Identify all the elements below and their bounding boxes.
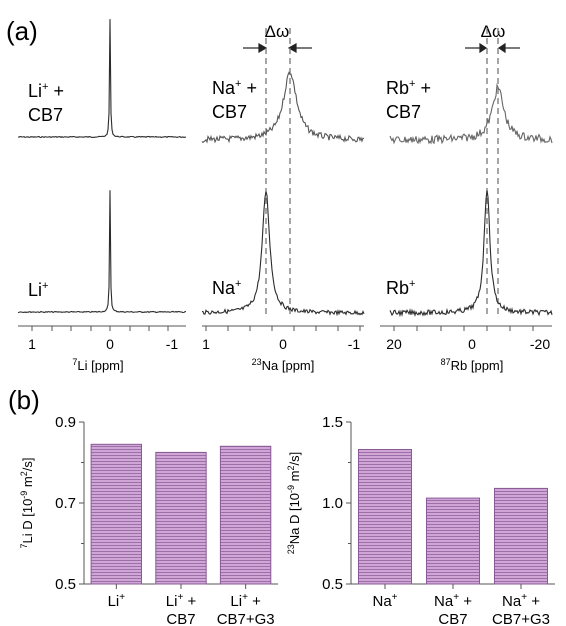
trace-rb (389, 190, 553, 318)
label-li-cb7-line1: Li+ + (28, 81, 64, 101)
tick-li-m1: -1 (166, 336, 179, 352)
na-bar-2 (494, 487, 548, 585)
na-category-label-0: Na+ (372, 592, 397, 610)
li-bar-2 (219, 445, 272, 585)
li-ytick-label: 0.5 (55, 576, 76, 593)
na-ytick-label: 0.5 (322, 576, 343, 593)
li-category-label-1: Li+ + (166, 592, 197, 610)
trace-li-cb7 (17, 19, 187, 139)
label-li: Li+ (28, 280, 48, 300)
tick-rb-m20: -20 (530, 336, 550, 352)
trace-na (201, 191, 365, 317)
tick-rb-0: 0 (468, 336, 476, 352)
delta-omega-arrows-rb (465, 42, 520, 54)
tick-rb-20: 20 (386, 336, 402, 352)
panel-b-label: (b) (8, 385, 40, 415)
xlabel-rb: 87Rb [ppm] (441, 357, 504, 373)
label-rb-cb7-line2: CB7 (386, 102, 421, 122)
na-ytick-label: 1.5 (322, 414, 343, 431)
spectrum-axis-li (18, 325, 186, 331)
na-ytick-label: 1.0 (322, 495, 343, 512)
tick-na-m1: -1 (348, 336, 361, 352)
li-ytick-label: 0.7 (55, 495, 76, 512)
trace-na-cb7 (201, 71, 365, 144)
dashed-guides (265, 28, 499, 318)
label-rb-cb7-line1: Rb+ + (386, 78, 431, 98)
li-category-label-1-line2: CB7 (166, 611, 195, 626)
na-category-label-1-line2: CB7 (438, 611, 467, 626)
xlabel-na: 23Na [ppm] (252, 357, 315, 373)
delta-omega-arrows-na (243, 42, 312, 54)
li-category-label-2: Li+ + (230, 592, 261, 610)
na-ylabel: 23Na D [10-9 m2/s] (286, 452, 302, 555)
delta-omega-label-rb: Δω (481, 22, 506, 41)
trace-rb-cb7 (389, 82, 553, 145)
na-bar-1 (426, 497, 480, 585)
na-bar-0 (358, 449, 412, 585)
na-category-label-2-line2: CB7+G3 (492, 611, 550, 626)
tick-na-1: 1 (202, 336, 210, 352)
li-category-label-0: Li+ (108, 592, 126, 610)
label-rb: Rb+ (386, 278, 415, 298)
li-category-label-2-line2: CB7+G3 (217, 611, 275, 626)
label-li-cb7-line2: CB7 (28, 105, 63, 125)
li-bar-1 (155, 451, 207, 585)
li-ytick-label: 0.9 (55, 414, 76, 431)
spectrum-axis-rb (380, 325, 552, 331)
traces (17, 19, 553, 318)
panel-a-label: (a) (6, 16, 38, 46)
li-bar-0 (90, 443, 142, 585)
tick-li-1: 1 (28, 336, 36, 352)
label-na-cb7-line2: CB7 (212, 102, 247, 122)
label-na: Na+ (212, 278, 241, 298)
na-category-label-2: Na+ + (502, 592, 540, 610)
tick-na-0: 0 (279, 336, 287, 352)
spectrum-axis-na (202, 325, 364, 331)
spectra-panel: Δω Δω L (17, 19, 553, 373)
tick-li-0: 0 (106, 336, 114, 352)
li-ylabel: 7Li D [10-9 m2/s] (19, 457, 35, 548)
na-category-label-1: Na+ + (434, 592, 472, 610)
xlabel-li: 7Li [ppm] (72, 357, 123, 373)
delta-omega-label-na: Δω (265, 22, 290, 41)
trace-li (17, 190, 187, 314)
label-na-cb7-line1: Na+ + (212, 78, 257, 98)
